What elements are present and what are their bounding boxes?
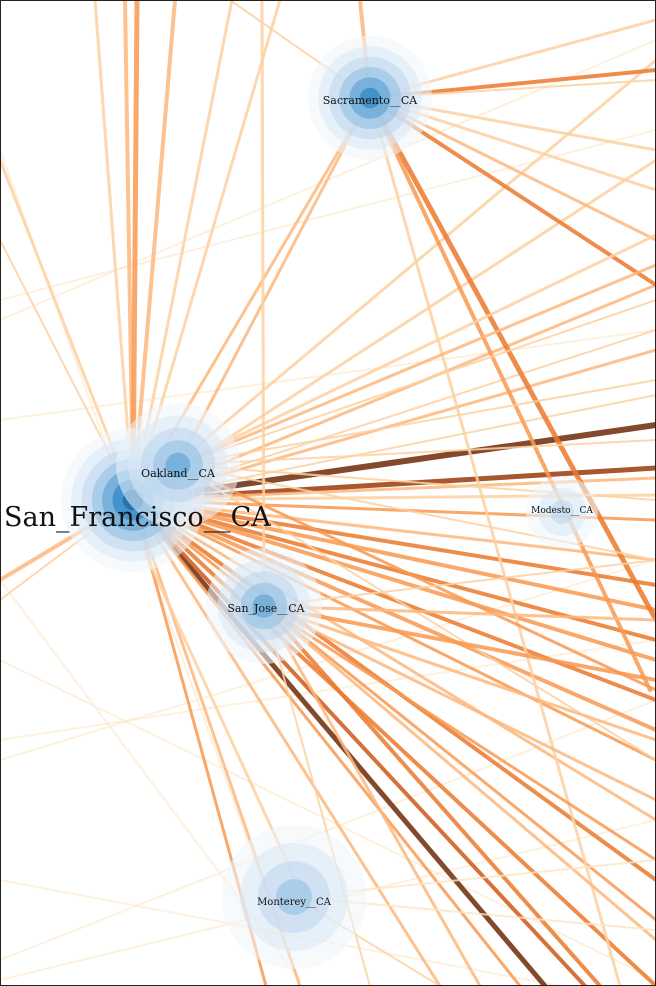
san-francisco-flow-line	[130, 0, 140, 503]
oakland-flow-line	[177, 379, 656, 466]
san-jose-flow-line	[262, 604, 656, 622]
oakland-flow-line	[176, 263, 656, 467]
san-jose-flow-line	[260, 0, 266, 608]
sacramento-halo-ring	[359, 87, 381, 109]
san-francisco-flow-line	[131, 498, 656, 702]
san-jose-flow-line	[263, 559, 656, 607]
sacramento-label: Sacramento__CA	[323, 94, 419, 107]
background-flow-line	[0, 699, 656, 961]
sacramento-flow-line	[367, 95, 656, 623]
sacramento-flow-line	[368, 96, 652, 692]
sacramento-flow-line	[176, 96, 372, 467]
san-jose-flow-line	[262, 604, 482, 986]
sacramento-flow-line	[368, 96, 622, 986]
san-francisco-flow-line	[131, 498, 656, 822]
san-jose-flow-line	[262, 604, 656, 742]
san-jose-flow-line	[262, 604, 656, 682]
monterey-flow-line	[128, 518, 296, 879]
san-jose-flow-line	[262, 604, 656, 802]
oakland-flow-line	[177, 439, 656, 466]
monterey-halo-ring	[276, 879, 312, 915]
city-labels: San_Francisco__CA Oakland__CA Sacramento__…	[4, 94, 593, 908]
san-francisco-flow-line	[131, 498, 587, 986]
oakland-flow-line	[176, 233, 656, 467]
oakland-flow-line	[177, 299, 656, 466]
san-jose-halo-ring	[252, 594, 276, 618]
san-francisco-flow-line	[131, 498, 656, 922]
monterey-label: Monterey__CA	[257, 897, 332, 908]
modesto-label: Modesto__CA	[531, 506, 593, 516]
san-francisco-flow-line	[131, 498, 656, 732]
modesto-halo-ring	[550, 500, 574, 524]
san-jose-flow-line	[262, 604, 656, 862]
san-jose-flow-line	[262, 604, 602, 986]
oakland-halo-ring	[165, 452, 191, 478]
san-jose-flow-line	[262, 604, 656, 942]
background-flow-line	[0, 129, 656, 301]
san-jose-label: San_Jose__CA	[227, 602, 305, 615]
san-francisco-flow-line	[131, 498, 656, 662]
san-francisco-flow-line	[130, 497, 548, 986]
oakland-flow-line	[176, 463, 656, 692]
san-francisco-flow-line	[131, 498, 656, 612]
city-halos	[61, 36, 598, 969]
san-francisco-flow-line	[93, 0, 135, 502]
san-francisco-label: San_Francisco__CA	[4, 502, 271, 533]
san-francisco-flow-line	[131, 498, 522, 986]
oakland-label: Oakland__CA	[141, 467, 216, 480]
